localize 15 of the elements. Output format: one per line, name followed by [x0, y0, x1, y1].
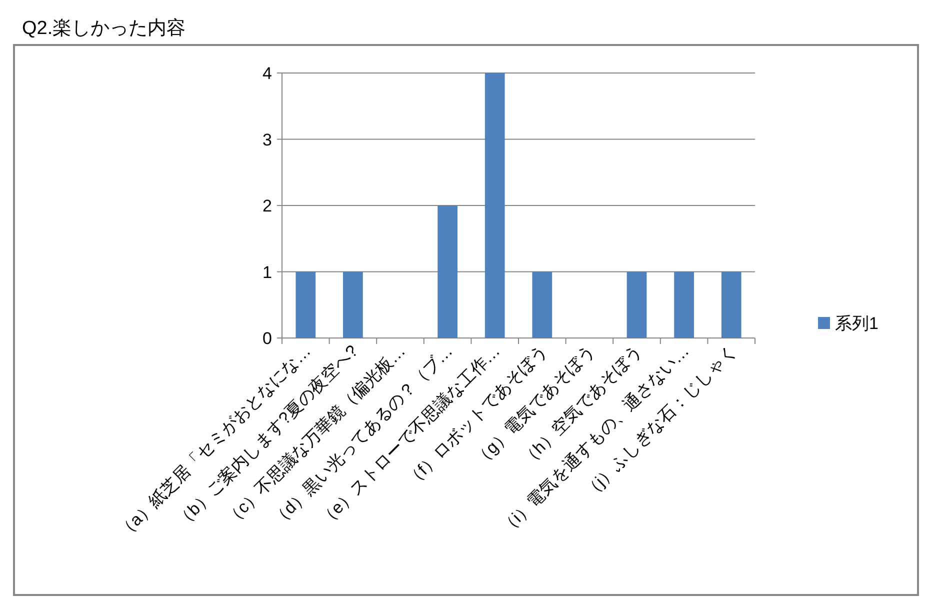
bar — [532, 272, 552, 338]
legend-label: 系列1 — [835, 314, 878, 333]
bar — [296, 272, 316, 338]
y-tick-label: 4 — [262, 64, 272, 83]
bar — [343, 272, 363, 338]
y-tick-label: 0 — [262, 329, 272, 348]
bar — [626, 272, 647, 338]
bar — [484, 73, 505, 338]
y-tick-label: 3 — [262, 130, 272, 150]
bar — [721, 272, 742, 338]
bar — [674, 272, 694, 338]
bar — [438, 206, 458, 338]
y-tick-label: 2 — [262, 196, 272, 216]
y-tick-label: 1 — [262, 262, 272, 282]
text: Q2.楽しかった内容 — [22, 17, 186, 39]
